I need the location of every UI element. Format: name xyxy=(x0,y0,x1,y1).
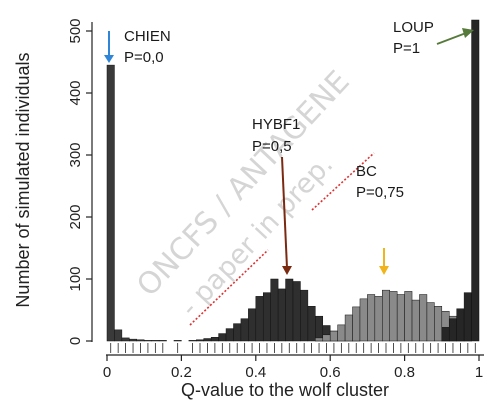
bar-hybf1-0.54 xyxy=(307,306,316,342)
bar-loup-0.92 xyxy=(448,318,457,342)
y-tick-label-300: 300 xyxy=(67,142,84,167)
bar-chien-0.12 xyxy=(151,340,160,342)
bar-hybf1-0.24 xyxy=(196,339,204,342)
x-axis-label: Q-value to the wolf cluster xyxy=(181,380,389,400)
annotation-loup-label: LOUP xyxy=(393,19,434,36)
x-axis-ticks: 0 0.2 0.4 0.6 0.8 1 xyxy=(103,355,483,381)
histogram-bars xyxy=(106,19,480,342)
bar-hybf1-0.42 xyxy=(262,292,271,342)
bar-hybf1-0.56 xyxy=(315,315,324,342)
bar-bc-0.82 xyxy=(411,299,420,342)
annotation-hybf1-arrowhead xyxy=(282,266,292,275)
x-tick-label-0.6: 0.6 xyxy=(320,364,341,381)
watermark: ONCFS / ANTAGENE - paper in prep. xyxy=(130,64,356,323)
bar-loup-0.96 xyxy=(463,292,472,342)
bar-hybf1-0.36 xyxy=(240,318,249,342)
bar-hybf1-0.32 xyxy=(225,328,234,342)
x-tick-label-0.4: 0.4 xyxy=(245,364,266,381)
annotation-loup: LOUP P=1 xyxy=(393,19,474,57)
bar-bc-0.72 xyxy=(374,296,383,342)
annotation-bc: BC P=0,75 xyxy=(356,163,404,275)
annotation-chien-p: P=0,0 xyxy=(124,49,164,66)
bar-bc-0.6 xyxy=(329,330,338,342)
bar-chien-0.18 xyxy=(173,340,182,342)
bar-bc-0.68 xyxy=(359,298,368,342)
bar-bc-0.78 xyxy=(396,294,405,342)
bar-bc-0.84 xyxy=(419,294,428,342)
bar-hybf1-0.3 xyxy=(218,333,227,342)
bar-bc-0.56 xyxy=(315,337,324,342)
bar-chien-0.02 xyxy=(114,329,123,342)
bar-hybf1-0.38 xyxy=(248,308,257,342)
bar-chien-0.04 xyxy=(121,337,130,342)
y-axis-ticks: 0 100 200 300 400 500 xyxy=(67,18,92,345)
bar-bc-0.58 xyxy=(322,334,331,342)
x-tick-label-1: 1 xyxy=(475,364,483,381)
bar-hybf1-0.5 xyxy=(292,281,301,342)
bar-chien-0 xyxy=(106,64,115,342)
bar-hybf1-0.22 xyxy=(188,340,197,342)
bar-bc-0.64 xyxy=(344,314,353,342)
bar-bc-0.74 xyxy=(382,289,390,342)
bar-chien-0.1 xyxy=(143,340,152,342)
bar-bc-0.66 xyxy=(352,306,361,342)
annotation-hybf1: HYBF1 P=0,5 xyxy=(252,116,300,275)
bar-hybf1-0.28 xyxy=(210,337,219,342)
bar-chien-0.08 xyxy=(136,339,145,342)
bar-hybf1-0.48 xyxy=(285,278,294,342)
x-tick-label-0.8: 0.8 xyxy=(394,364,415,381)
bar-loup-0.98 xyxy=(471,19,480,342)
bar-bc-0.88 xyxy=(434,306,443,342)
x-tick-label-0: 0 xyxy=(103,364,111,381)
y-tick-label-200: 200 xyxy=(67,204,84,229)
y-tick-label-500: 500 xyxy=(67,18,84,43)
bar-loup-0.94 xyxy=(456,308,465,342)
annotation-chien-arrowhead xyxy=(104,55,114,63)
annotation-chien: CHIEN P=0,0 xyxy=(104,28,171,66)
annotation-bc-label: BC xyxy=(356,163,377,180)
annotation-chien-label: CHIEN xyxy=(124,28,171,45)
y-tick-label-400: 400 xyxy=(67,80,84,105)
annotation-loup-arrowhead xyxy=(462,28,474,38)
bar-hybf1-0.34 xyxy=(233,323,242,342)
annotation-hybf1-p: P=0,5 xyxy=(252,138,292,155)
y-tick-label-0: 0 xyxy=(67,337,84,345)
bar-chien-0.14 xyxy=(158,340,167,342)
y-axis-label: Number of simulated individuals xyxy=(13,52,33,307)
bar-hybf1-0.46 xyxy=(277,288,286,342)
bar-chien-0.06 xyxy=(129,338,138,342)
bar-bc-0.62 xyxy=(337,324,346,342)
rug-marks xyxy=(110,343,476,353)
y-tick-label-100: 100 xyxy=(67,266,84,291)
annotation-hybf1-label: HYBF1 xyxy=(252,116,300,133)
annotation-bc-arrowhead xyxy=(379,266,389,275)
bar-hybf1-0.44 xyxy=(270,278,279,342)
annotation-loup-arrow xyxy=(436,32,467,45)
bar-hybf1-0.4 xyxy=(255,296,264,342)
bar-bc-0.7 xyxy=(367,294,376,342)
bar-hybf1-0.26 xyxy=(203,338,212,342)
bar-bc-0.76 xyxy=(389,291,398,342)
annotation-hybf1-arrow xyxy=(281,156,288,269)
annotation-bc-p: P=0,75 xyxy=(356,184,404,201)
x-tick-label-0.2: 0.2 xyxy=(171,364,192,381)
bar-hybf1-0.52 xyxy=(300,289,309,342)
bar-bc-0.8 xyxy=(404,291,413,342)
annotation-loup-p: P=1 xyxy=(393,40,420,57)
bar-loup-0.9 xyxy=(441,327,450,342)
bar-bc-0.86 xyxy=(426,302,435,342)
